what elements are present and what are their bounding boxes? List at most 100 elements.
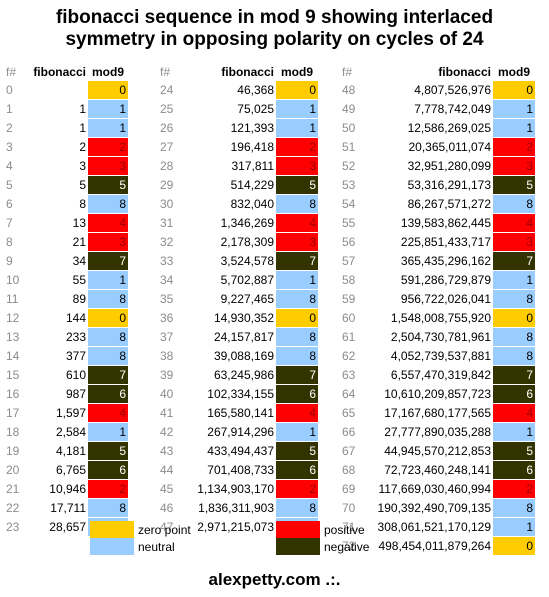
header-fibonacci: fibonacci — [33, 65, 86, 79]
mod9-cell: 8 — [493, 289, 535, 309]
fibonacci-cell: 117,669,030,460,994 — [378, 482, 491, 496]
mod9-cell: 0 — [88, 81, 128, 100]
mod9-cell: 2 — [88, 479, 128, 499]
index-cell: 12 — [6, 311, 20, 325]
mod9-cell: 2 — [276, 137, 318, 157]
index-cell: 37 — [160, 330, 174, 344]
mod9-cell: 7 — [276, 365, 318, 385]
legend-label-positive: positive — [324, 522, 365, 537]
table-row: 10 55 1 — [4, 270, 128, 290]
index-cell: 46 — [160, 501, 174, 515]
header-mod9: mod9 — [91, 65, 124, 79]
mod9-cell: 8 — [493, 346, 535, 366]
fibonacci-cell: 89 — [72, 292, 86, 306]
index-cell: 60 — [342, 311, 356, 325]
mod9-cell: 4 — [493, 213, 535, 233]
mod9-cell: 4 — [276, 403, 318, 423]
mod9-cell: 5 — [493, 441, 535, 461]
fibonacci-cell: 7,778,742,049 — [414, 102, 491, 116]
fibonacci-cell: 591,286,729,879 — [400, 273, 491, 287]
mod9-cell: 0 — [493, 536, 535, 556]
mod9-cell: 1 — [276, 270, 318, 290]
fibonacci-cell: 2,971,215,073 — [197, 520, 274, 534]
table-row: 55 139,583,862,445 4 — [340, 213, 535, 233]
table-row: 37 24,157,817 8 — [158, 327, 318, 347]
mod9-cell: 1 — [276, 422, 318, 442]
fibonacci-cell: 165,580,141 — [207, 406, 274, 420]
index-cell: 36 — [160, 311, 174, 325]
legend-swatch-neutral — [90, 538, 134, 555]
fibonacci-cell: 1,346,269 — [220, 216, 274, 230]
legend-right: positive negative — [276, 521, 369, 555]
fibonacci-cell: 21 — [72, 235, 86, 249]
table-row: 29 514,229 5 — [158, 175, 318, 195]
mod9-cell: 8 — [88, 327, 128, 347]
index-cell: 10 — [6, 273, 20, 287]
index-cell: 48 — [342, 83, 356, 98]
index-cell: 51 — [342, 140, 356, 154]
index-cell: 55 — [342, 216, 356, 230]
index-cell: 50 — [342, 121, 356, 135]
mod9-cell: 8 — [276, 498, 318, 518]
header-index: f# — [342, 65, 353, 79]
fibonacci-cell: 377 — [65, 349, 86, 363]
legend-swatch-negative — [276, 538, 320, 555]
legend-swatch-zero — [90, 521, 134, 538]
table-row: 13 233 8 — [4, 327, 128, 347]
mod9-cell: 1 — [493, 99, 535, 119]
fibonacci-cell: 27,777,890,035,288 — [384, 425, 491, 439]
fibonacci-cell: 317,811 — [231, 159, 275, 173]
table-row: 45 1,134,903,170 2 — [158, 479, 318, 499]
index-cell: 38 — [160, 349, 174, 363]
fibonacci-cell: 987 — [65, 387, 86, 401]
index-cell: 20 — [6, 463, 20, 477]
table-row: 49 7,778,742,049 1 — [340, 99, 535, 119]
fibonacci-cell: 10,610,209,857,723 — [384, 387, 491, 401]
mod9-cell: 0 — [276, 308, 318, 328]
fibonacci-cell: 956,722,026,041 — [400, 292, 491, 306]
table-row: 20 6,765 6 — [4, 460, 128, 480]
table-row: 62 4,052,739,537,881 8 — [340, 346, 535, 366]
fibonacci-cell: 46,368 — [237, 83, 274, 98]
index-cell: 43 — [160, 444, 174, 458]
index-cell: 9 — [6, 254, 13, 268]
mod9-cell: 1 — [493, 270, 535, 290]
index-cell: 61 — [342, 330, 356, 344]
table-row: 53 53,316,291,173 5 — [340, 175, 535, 195]
index-cell: 30 — [160, 197, 174, 211]
table-row: 40 102,334,155 6 — [158, 384, 318, 404]
fibonacci-cell: 12,586,269,025 — [407, 121, 491, 135]
index-cell: 11 — [6, 292, 19, 306]
table-row: 72 498,454,011,879,264 0 — [340, 536, 535, 556]
table-row: 33 3,524,578 7 — [158, 251, 318, 271]
legend-item-negative: negative — [276, 538, 369, 555]
legend-swatch-positive — [276, 521, 320, 538]
header-mod9: mod9 — [280, 65, 313, 79]
fibonacci-cell: 34 — [72, 254, 86, 268]
legend-label-zero: zero point — [138, 522, 191, 537]
table-row: 27 196,418 2 — [158, 137, 318, 157]
fibonacci-cell: 225,851,433,717 — [400, 235, 491, 249]
index-cell: 31 — [160, 216, 174, 230]
mod9-cell: 0 — [88, 308, 128, 328]
fibonacci-cell: 9,227,465 — [220, 292, 274, 306]
table-row: 32 2,178,309 3 — [158, 232, 318, 252]
fibonacci-cell: 701,408,733 — [207, 463, 274, 477]
table-row: 14 377 8 — [4, 346, 128, 366]
index-cell: 58 — [342, 273, 356, 287]
index-cell: 6 — [6, 197, 13, 211]
mod9-cell: 1 — [88, 422, 128, 442]
mod9-cell: 8 — [88, 194, 128, 214]
mod9-cell: 8 — [276, 346, 318, 366]
fibonacci-cell: 433,494,437 — [207, 444, 274, 458]
fibonacci-cell: 2,584 — [55, 425, 86, 439]
fibonacci-cell: 1,836,311,903 — [198, 501, 274, 515]
mod9-cell: 4 — [493, 403, 535, 423]
table-row: 30 832,040 8 — [158, 194, 318, 214]
mod9-cell: 2 — [493, 479, 535, 499]
mod9-cell: 6 — [88, 384, 128, 404]
